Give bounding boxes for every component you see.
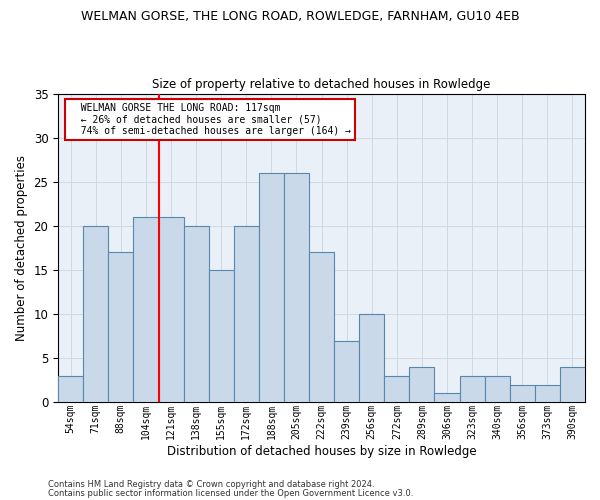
Bar [409, 367, 434, 402]
Bar [560, 367, 585, 402]
Text: Contains HM Land Registry data © Crown copyright and database right 2024.: Contains HM Land Registry data © Crown c… [48, 480, 374, 489]
Text: Contains public sector information licensed under the Open Government Licence v3: Contains public sector information licen… [48, 488, 413, 498]
Bar [184, 226, 209, 402]
Bar [384, 376, 409, 402]
Title: Size of property relative to detached houses in Rowledge: Size of property relative to detached ho… [152, 78, 491, 91]
Bar [234, 226, 259, 402]
Bar [109, 252, 133, 402]
Bar [434, 394, 460, 402]
Bar [284, 173, 309, 402]
Bar [158, 217, 184, 402]
Bar [259, 173, 284, 402]
Text: WELMAN GORSE, THE LONG ROAD, ROWLEDGE, FARNHAM, GU10 4EB: WELMAN GORSE, THE LONG ROAD, ROWLEDGE, F… [80, 10, 520, 23]
Bar [535, 384, 560, 402]
Bar [133, 217, 158, 402]
Bar [83, 226, 109, 402]
Bar [510, 384, 535, 402]
Bar [485, 376, 510, 402]
Bar [460, 376, 485, 402]
Bar [209, 270, 234, 402]
Y-axis label: Number of detached properties: Number of detached properties [15, 155, 28, 341]
Bar [309, 252, 334, 402]
Bar [58, 376, 83, 402]
Bar [334, 340, 359, 402]
Text: WELMAN GORSE THE LONG ROAD: 117sqm
  ← 26% of detached houses are smaller (57)
 : WELMAN GORSE THE LONG ROAD: 117sqm ← 26%… [68, 103, 350, 136]
X-axis label: Distribution of detached houses by size in Rowledge: Distribution of detached houses by size … [167, 444, 476, 458]
Bar [359, 314, 384, 402]
